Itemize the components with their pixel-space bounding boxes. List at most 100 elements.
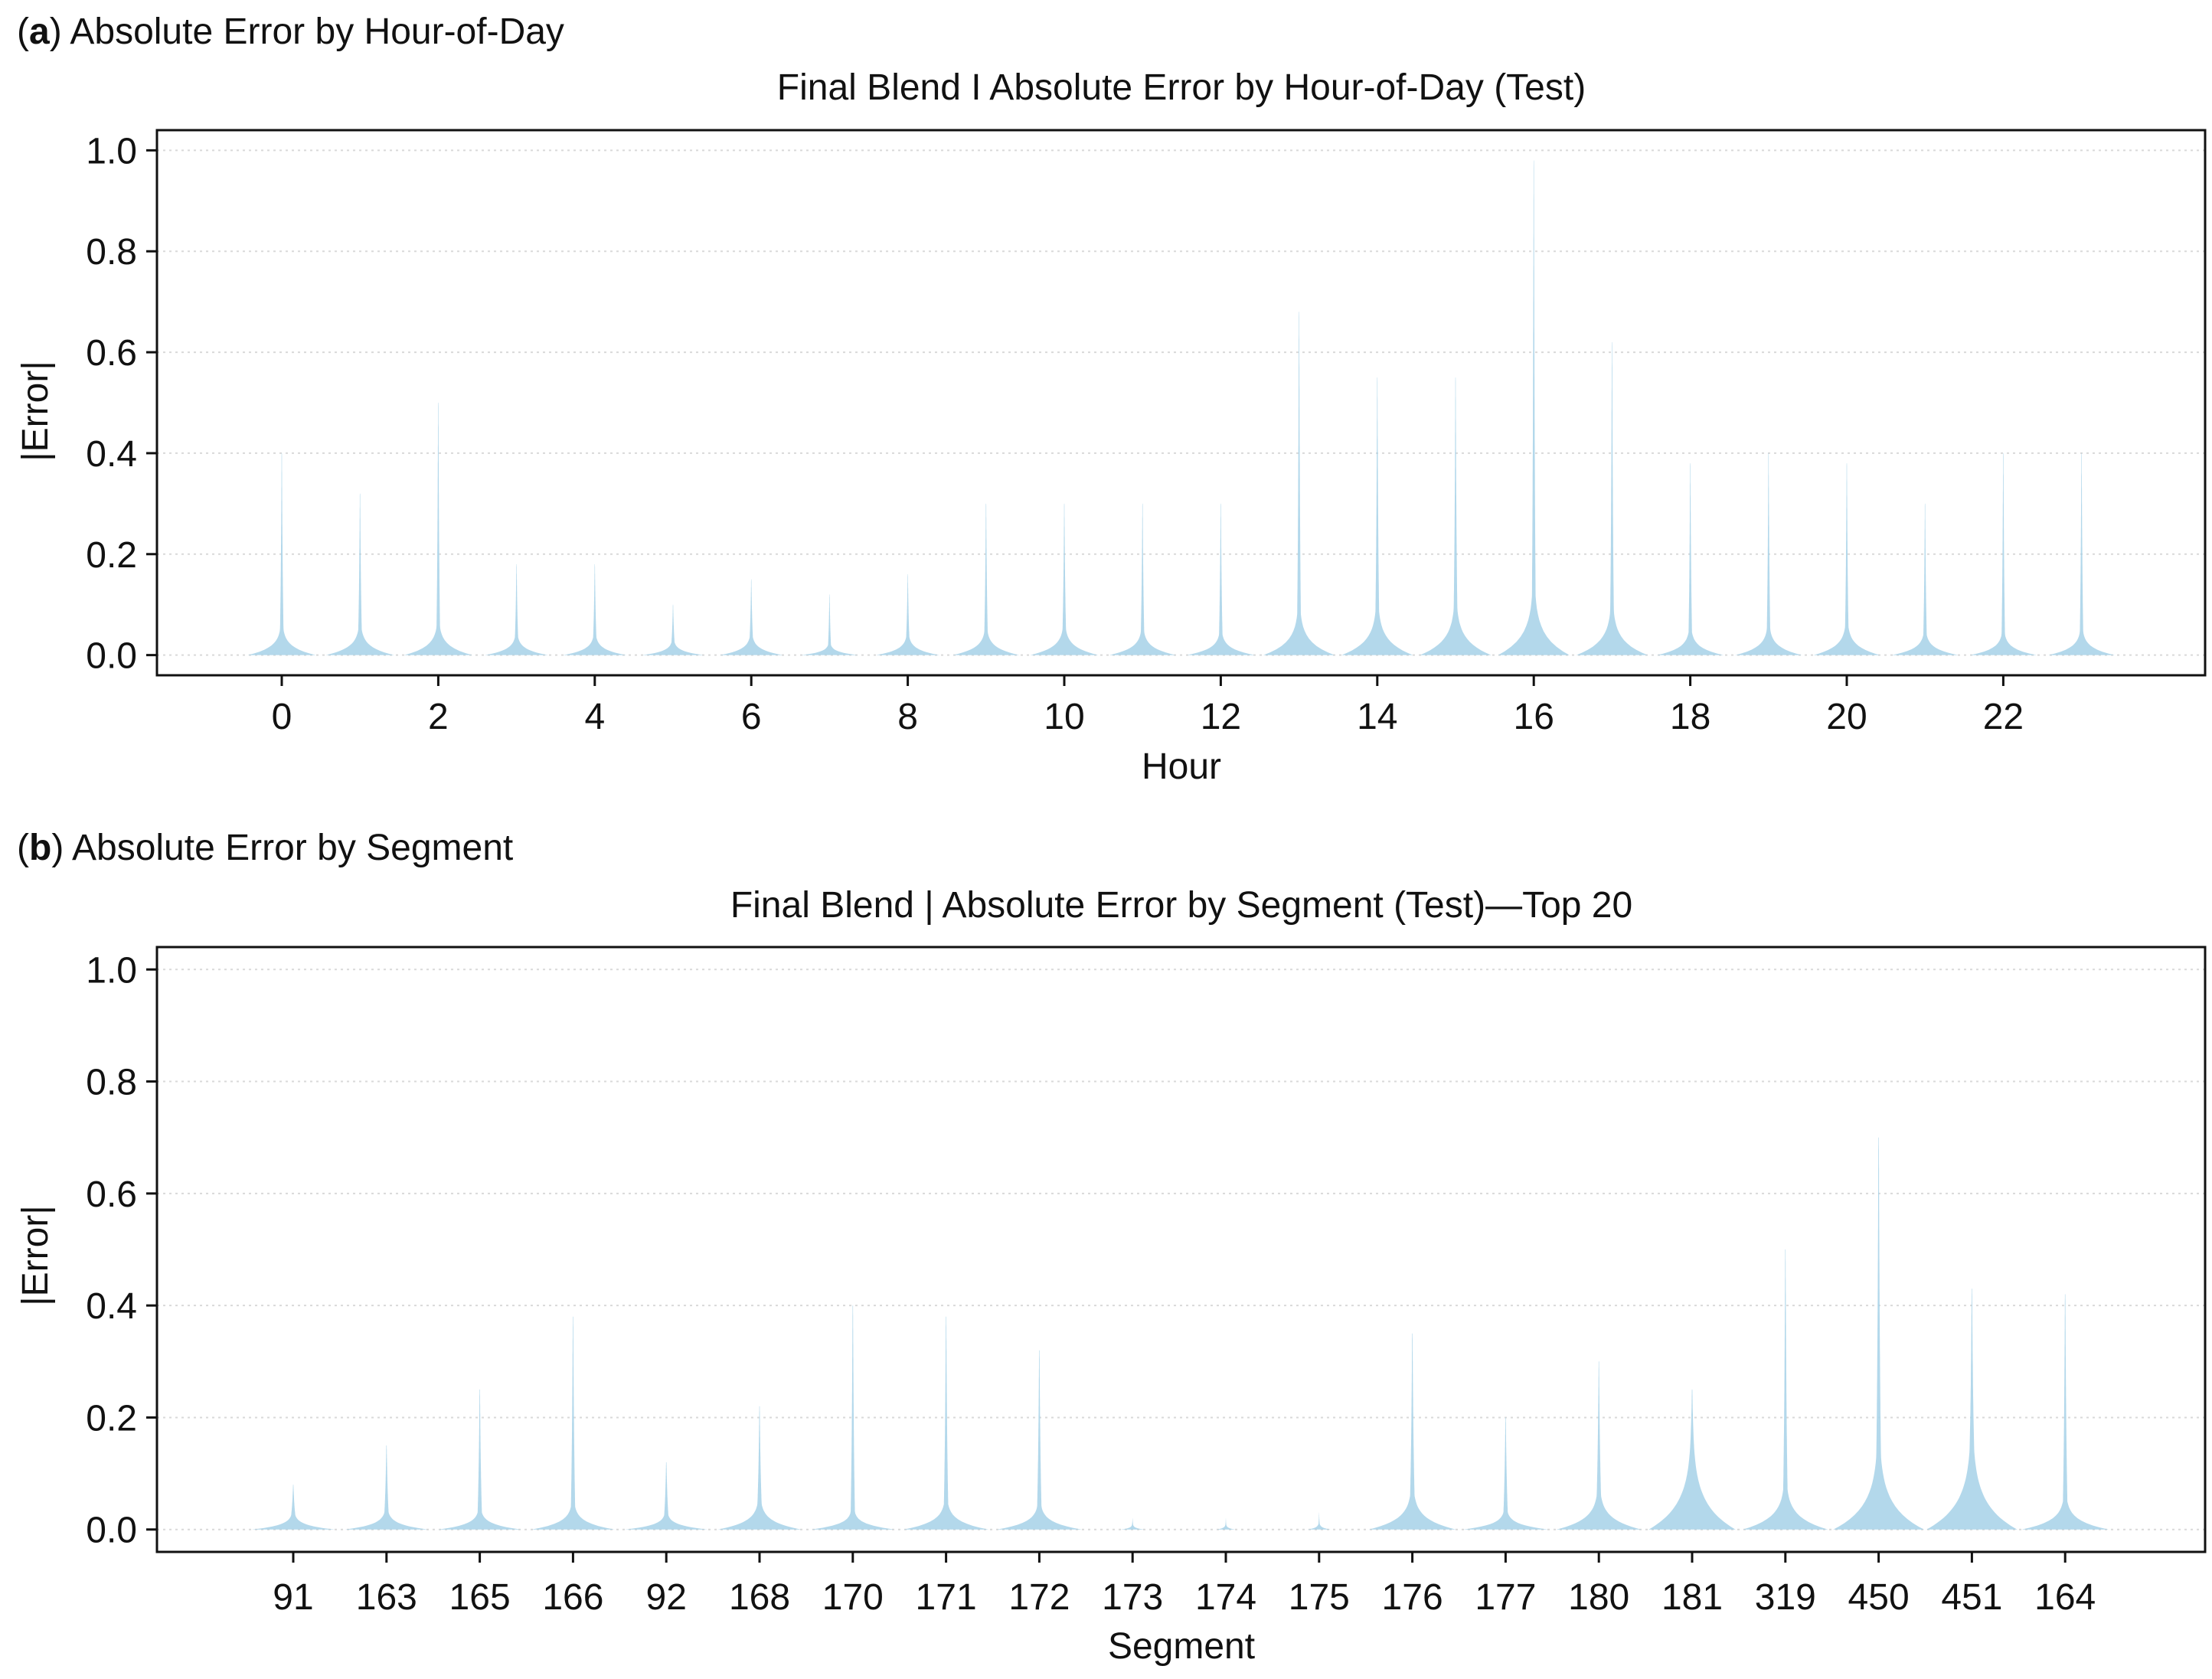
- chart-a-violin-5: [642, 604, 704, 655]
- chart-b-x-tick-label: 181: [1661, 1577, 1723, 1618]
- chart-b-violin-165: [438, 1389, 521, 1530]
- chart-a-violin-3: [485, 564, 548, 655]
- panel-a-label: (a) Absolute Error by Hour-of-Day: [17, 11, 564, 52]
- chart-b-violin-166: [531, 1316, 615, 1530]
- panel-a: (a) Absolute Error by Hour-of-Day Final …: [15, 11, 2207, 787]
- chart-b-x-tick-label: 175: [1289, 1577, 1350, 1618]
- chart-a-violin-12: [1186, 503, 1255, 655]
- chart-a-x-tick-label: 10: [1044, 697, 1084, 737]
- chart-b-x-tick-label: 180: [1568, 1577, 1629, 1618]
- chart-a-y-tick-label: 0.8: [86, 232, 137, 273]
- chart-b-violin-451: [1926, 1289, 2018, 1530]
- chart-a-x-tick-label: 0: [272, 697, 292, 737]
- chart-b-x-tick-label: 91: [273, 1577, 313, 1618]
- chart-b-title: Final Blend | Absolute Error by Segment …: [730, 885, 1632, 926]
- chart-a-violin-9: [952, 503, 1020, 655]
- chart-b-violin-164: [2021, 1294, 2109, 1530]
- chart-a-violins: [247, 160, 2115, 655]
- chart-a-x-tick-label: 4: [584, 697, 605, 737]
- chart-a-x-tick-label: 8: [897, 697, 918, 737]
- chart-a-x-tick-label: 20: [1826, 697, 1867, 737]
- chart-a-x-tick-label: 2: [428, 697, 449, 737]
- chart-b-x-tick-label: 176: [1382, 1577, 1443, 1618]
- chart-a-violin-21: [1891, 503, 1959, 655]
- chart-a-violin-18: [1657, 463, 1724, 655]
- chart-b-violin-168: [717, 1406, 802, 1530]
- chart-a-violin-4: [563, 564, 627, 655]
- panel-b-label: (b) Absolute Error by Segment: [17, 828, 513, 868]
- chart-a-y-tick-label: 0.2: [86, 535, 137, 576]
- chart-a-violin-19: [1735, 452, 1802, 655]
- chart-b-x-tick-label: 171: [916, 1577, 977, 1618]
- chart-a-ylabel: |Error|: [15, 361, 56, 462]
- chart-a-y-tick-label: 0.0: [86, 636, 137, 677]
- chart-b-x-tick-label: 164: [2034, 1577, 2096, 1618]
- chart-a-y-tick-label: 0.4: [86, 434, 137, 475]
- chart-a-violin-15: [1420, 377, 1492, 655]
- chart-a-violin-22: [1970, 452, 2037, 655]
- chart-b-x-tick-label: 451: [1941, 1577, 2002, 1618]
- chart-a-violin-10: [1030, 503, 1099, 655]
- chart-b-x-tick-label: 92: [646, 1577, 687, 1618]
- chart-b-y-tick-label: 0.2: [86, 1398, 137, 1439]
- chart-a-violin-11: [1109, 503, 1176, 655]
- chart-b-x-tick-label: 165: [449, 1577, 511, 1618]
- chart-b-violin-173: [1120, 1518, 1145, 1530]
- chart-b-x-tick-label: 173: [1102, 1577, 1163, 1618]
- chart-a-violin-13: [1263, 312, 1335, 655]
- chart-a-violin-23: [2048, 452, 2115, 655]
- chart-b-violins: [251, 1137, 2109, 1530]
- chart-b-violin-450: [1833, 1137, 1924, 1530]
- chart-a-x-tick-label: 18: [1670, 697, 1710, 737]
- chart-b-violin-180: [1556, 1361, 1642, 1530]
- chart-a-y-tick-label: 1.0: [86, 131, 137, 171]
- chart-b-violin-319: [1743, 1249, 1828, 1530]
- chart-b-y-tick-label: 0.8: [86, 1063, 137, 1103]
- chart-a-x-tick-label: 16: [1514, 697, 1554, 737]
- chart-b-gridlines: [157, 969, 2205, 1530]
- chart-a-title: Final Blend I Absolute Error by Hour-of-…: [777, 67, 1586, 108]
- chart-b-y-tick-label: 0.0: [86, 1511, 137, 1551]
- chart-a-violin-16: [1498, 160, 1570, 655]
- chart-a-violin-7: [801, 594, 858, 655]
- chart-a-violin-0: [247, 452, 316, 655]
- chart-a-gridlines: [157, 149, 2205, 656]
- chart-a-violin-20: [1813, 463, 1880, 655]
- chart-a-violin-17: [1576, 341, 1648, 655]
- chart-a-violin-2: [404, 403, 472, 655]
- chart-b-violin-175: [1307, 1512, 1331, 1530]
- chart-b-violin-181: [1648, 1389, 1736, 1530]
- chart-a-x-tick-label: 6: [741, 697, 762, 737]
- chart-a-x-tick-label: 22: [1983, 697, 2024, 737]
- chart-b-x-axis: 91 163 165 166 92 168 170 171 172 173 174 175 176 177…: [273, 1552, 2096, 1618]
- panel-b: (b) Absolute Error by Segment Final Blen…: [15, 828, 2207, 1667]
- chart-b-frame: [155, 946, 2207, 1553]
- chart-b-y-axis: 0.0 0.2 0.4 0.6 0.8 1.0: [86, 950, 157, 1551]
- chart-a-violin-8: [876, 574, 939, 655]
- chart-b-violin-91: [251, 1485, 335, 1530]
- chart-a-y-tick-label: 0.6: [86, 333, 137, 374]
- chart-b-x-tick-label: 177: [1475, 1577, 1536, 1618]
- chart-b-xlabel: Segment: [1108, 1626, 1255, 1667]
- chart-a-xlabel: Hour: [1142, 746, 1221, 787]
- chart-a-x-tick-label: 14: [1357, 697, 1397, 737]
- chart-b-x-tick-label: 319: [1755, 1577, 1816, 1618]
- chart-a-x-axis: 0 2 4 6 8 10 12 14 16 18 20 22: [272, 675, 2024, 737]
- chart-b-y-tick-label: 1.0: [86, 950, 137, 991]
- chart-b-violin-172: [996, 1350, 1082, 1530]
- chart-a-x-tick-label: 12: [1201, 697, 1241, 737]
- chart-b-violin-176: [1368, 1333, 1456, 1530]
- chart-a-frame: [155, 129, 2207, 677]
- chart-b-x-tick-label: 163: [356, 1577, 417, 1618]
- chart-b-x-tick-label: 170: [822, 1577, 884, 1618]
- chart-b-x-tick-label: 174: [1195, 1577, 1256, 1618]
- chart-b-violin-92: [625, 1462, 708, 1530]
- chart-b-y-tick-label: 0.6: [86, 1174, 137, 1215]
- chart-b-violin-170: [811, 1305, 894, 1530]
- chart-b-violin-163: [345, 1445, 428, 1530]
- chart-b-x-tick-label: 168: [729, 1577, 790, 1618]
- chart-b-violin-171: [903, 1316, 989, 1530]
- chart-a-y-axis: 0.0 0.2 0.4 0.6 0.8 1.0: [86, 131, 157, 677]
- chart-a-violin-6: [719, 579, 783, 655]
